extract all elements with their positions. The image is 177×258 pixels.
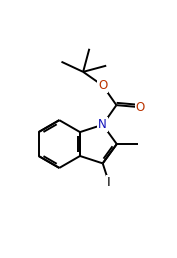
Text: N: N <box>98 118 107 131</box>
Text: O: O <box>98 79 107 92</box>
Text: I: I <box>107 176 111 189</box>
Text: O: O <box>136 101 145 114</box>
